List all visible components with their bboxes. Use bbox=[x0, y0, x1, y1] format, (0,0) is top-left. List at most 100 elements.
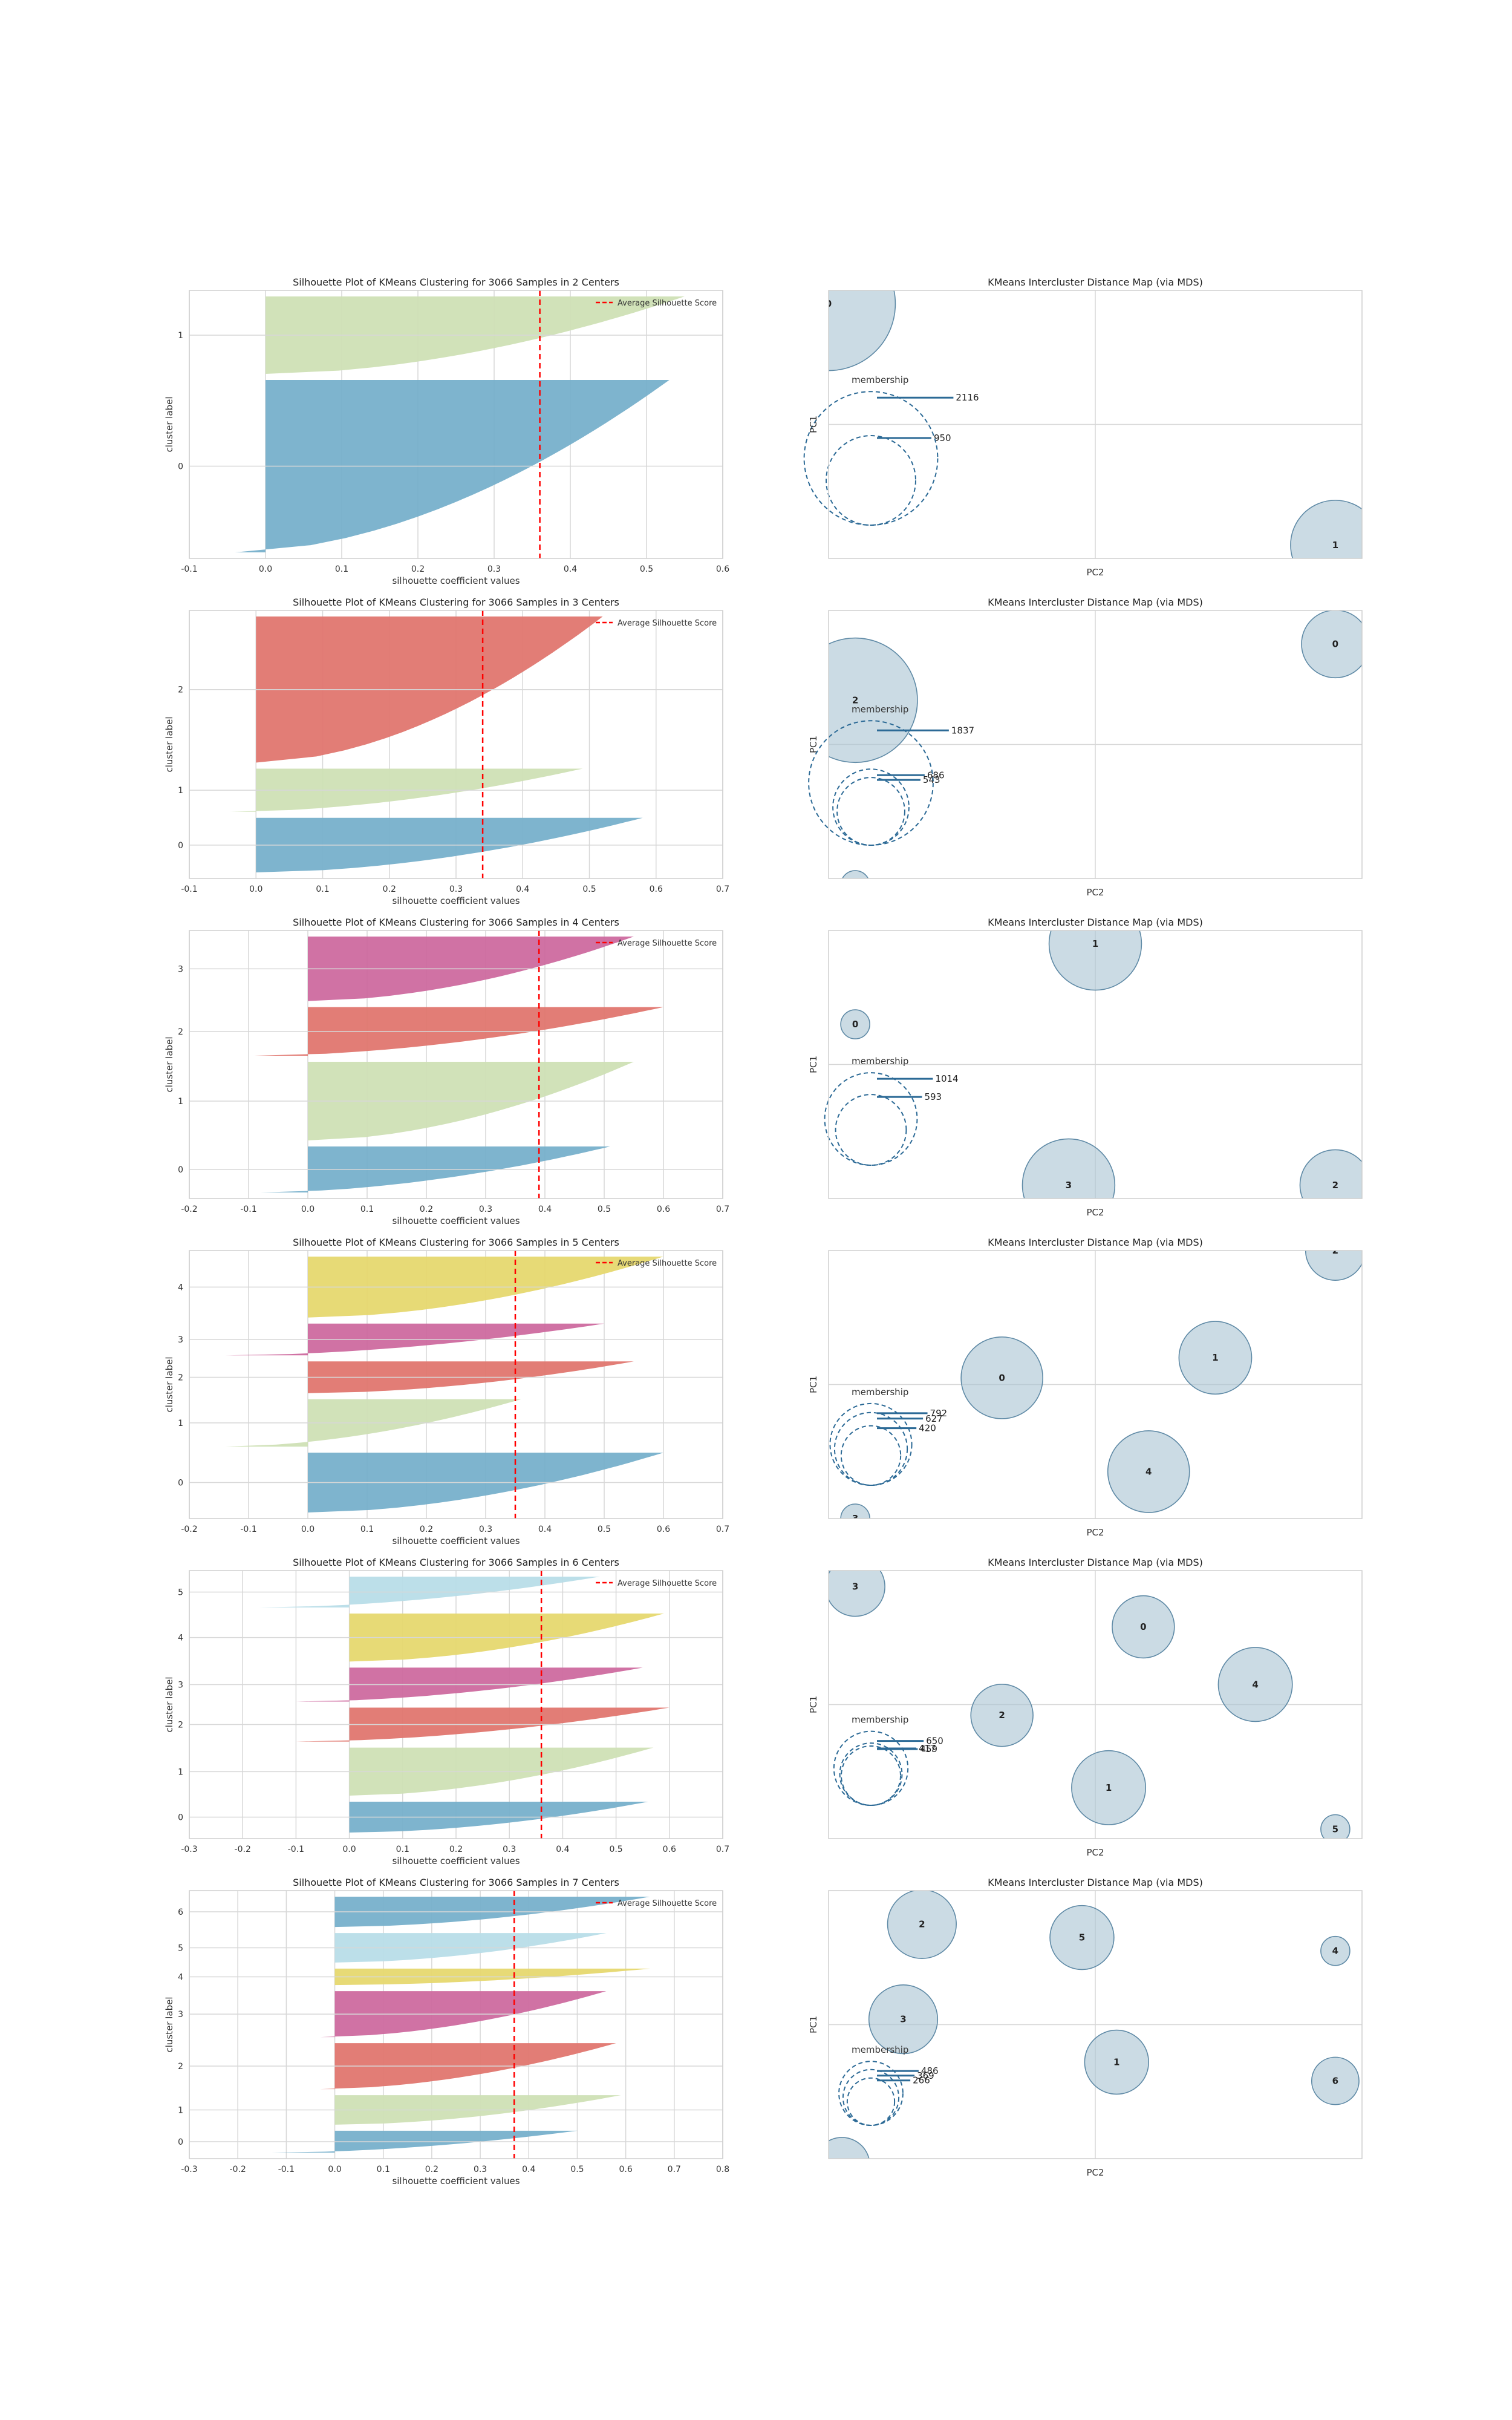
y-axis-label: cluster label bbox=[164, 1676, 175, 1732]
cluster-center-1 bbox=[1071, 1750, 1147, 1825]
cluster-center-label: 2 bbox=[1332, 1245, 1338, 1256]
membership-circle bbox=[824, 1072, 918, 1166]
x-tick-label: 0.2 bbox=[420, 1205, 433, 1214]
x-tick-label: 0.4 bbox=[564, 564, 577, 574]
membership-legend-title: membership bbox=[852, 2044, 908, 2055]
silhouette-chart-4: 0 1 2 3 Average Silhouette Score -0.2 -0.1 0.0 0… bbox=[164, 917, 729, 1226]
cluster-center-label: 5 bbox=[1332, 1823, 1338, 1834]
y-tick-label: 1 bbox=[178, 1419, 183, 1428]
cluster-center-label: 1 bbox=[1113, 2057, 1119, 2068]
plot-frame bbox=[828, 930, 1363, 1199]
cluster-center-label: 1 bbox=[852, 880, 858, 891]
y-axis-label: PC1 bbox=[808, 1696, 819, 1713]
cluster-center-label: 4 bbox=[1332, 1946, 1338, 1957]
chart-title: KMeans Intercluster Distance Map (via MD… bbox=[988, 917, 1203, 928]
y-tick-label: 1 bbox=[178, 1097, 183, 1107]
chart-title: Silhouette Plot of KMeans Clustering for… bbox=[293, 1557, 619, 1568]
cluster-centers: 0 1 2 3 4 5 bbox=[829, 1571, 1351, 1839]
cluster-center-label: 2 bbox=[852, 695, 858, 705]
cluster-center-label: 2 bbox=[919, 1918, 925, 1929]
x-tick-label: -0.2 bbox=[181, 1525, 197, 1534]
y-axis-label: PC1 bbox=[808, 1376, 819, 1393]
x-tick-label: -0.1 bbox=[288, 1845, 304, 1854]
legend-label: Average Silhouette Score bbox=[618, 299, 717, 308]
cluster-center-5 bbox=[1320, 1814, 1351, 1839]
y-tick-label: 2 bbox=[178, 1027, 183, 1037]
membership-size-label: 1837 bbox=[951, 725, 974, 736]
y-tick-label: 1 bbox=[178, 331, 183, 341]
x-tick-label: 0.5 bbox=[582, 885, 596, 894]
cluster-center-5 bbox=[1049, 1905, 1115, 1970]
x-tick-label: 0.3 bbox=[449, 885, 463, 894]
cluster-centers: 0 1 2 3 4 5 6 bbox=[829, 1891, 1360, 2159]
x-tick-label: 0.5 bbox=[598, 1525, 611, 1534]
chart-title: KMeans Intercluster Distance Map (via MD… bbox=[988, 1877, 1203, 1888]
y-tick-label: 3 bbox=[178, 1335, 183, 1345]
membership-legend-title: membership bbox=[852, 374, 908, 385]
x-tick-label: 0.1 bbox=[377, 2165, 390, 2174]
y-tick-label: 3 bbox=[178, 964, 183, 974]
x-tick-label: 0.5 bbox=[570, 2165, 584, 2174]
x-axis-label: PC2 bbox=[1086, 2167, 1104, 2178]
y-tick-label: 2 bbox=[178, 685, 183, 695]
cluster-center-0 bbox=[960, 1336, 1043, 1419]
y-axis-label: PC1 bbox=[808, 736, 819, 753]
y-tick-label: 3 bbox=[178, 1680, 183, 1690]
membership-circle bbox=[840, 1425, 902, 1486]
cluster-center-label: 1 bbox=[1092, 938, 1098, 949]
x-tick-label: -0.1 bbox=[240, 1205, 256, 1214]
x-tick-label: 0.0 bbox=[342, 1845, 356, 1854]
x-tick-label: -0.3 bbox=[181, 1845, 197, 1854]
cluster-center-label: 5 bbox=[1079, 1932, 1085, 1943]
cluster-center-label: 4 bbox=[1145, 1466, 1152, 1477]
intercluster-chart-5: 0 1 2 3 membership 593 1014 KMeans Intercluster… bbox=[808, 917, 1363, 1218]
x-tick-label: 0.7 bbox=[716, 1525, 729, 1534]
x-tick-label: 0.2 bbox=[425, 2165, 438, 2174]
membership-size-label: 627 bbox=[925, 1413, 943, 1424]
x-tick-label: -0.3 bbox=[181, 2165, 197, 2174]
cluster-center-label: 3 bbox=[852, 1513, 858, 1524]
membership-circle bbox=[840, 1745, 902, 1807]
chart-title: KMeans Intercluster Distance Map (via MD… bbox=[988, 597, 1203, 608]
cluster-center-0 bbox=[1112, 1595, 1175, 1659]
cluster-center-1 bbox=[1290, 500, 1362, 558]
membership-legend-title: membership bbox=[852, 704, 908, 715]
x-tick-label: -0.2 bbox=[230, 2165, 246, 2174]
membership-size-label: 420 bbox=[919, 1423, 936, 1434]
x-tick-label: 0.5 bbox=[598, 1205, 611, 1214]
membership-circle bbox=[835, 1094, 907, 1166]
plot-frame bbox=[828, 1250, 1363, 1519]
cluster-center-3 bbox=[829, 1571, 885, 1617]
cluster-center-label: 3 bbox=[900, 2014, 906, 2025]
membership-size-label: 593 bbox=[924, 1091, 942, 1102]
x-tick-label: 0.7 bbox=[716, 1845, 729, 1854]
cluster-centers: 0 1 2 3 4 bbox=[840, 1245, 1362, 1524]
cluster-center-label: 3 bbox=[1066, 1180, 1072, 1191]
x-axis-label: silhouette coefficient values bbox=[392, 1215, 520, 1226]
membership-size-label: 417 bbox=[919, 1743, 936, 1754]
membership-size-label: 686 bbox=[927, 770, 945, 780]
x-tick-label: 0.6 bbox=[657, 1525, 670, 1534]
cluster-center-4 bbox=[1107, 1430, 1190, 1513]
x-tick-label: 0.7 bbox=[668, 2165, 681, 2174]
legend-label: Average Silhouette Score bbox=[618, 939, 717, 948]
y-tick-label: 0 bbox=[178, 462, 183, 471]
x-tick-label: 0.7 bbox=[716, 1205, 729, 1214]
cluster-center-label: 2 bbox=[999, 1710, 1005, 1721]
chart-title: KMeans Intercluster Distance Map (via MD… bbox=[988, 1557, 1203, 1568]
plot-frame bbox=[828, 290, 1363, 559]
membership-size-label: 1014 bbox=[935, 1073, 958, 1084]
x-tick-label: 0.3 bbox=[487, 564, 501, 574]
membership-size-label: 2116 bbox=[956, 392, 979, 403]
x-tick-label: 0.5 bbox=[640, 564, 653, 574]
y-axis-label: PC1 bbox=[808, 416, 819, 433]
membership-size-label: 950 bbox=[934, 433, 951, 443]
x-tick-label: 0.4 bbox=[516, 885, 529, 894]
membership-circle bbox=[826, 435, 916, 526]
x-tick-label: 0.1 bbox=[396, 1845, 409, 1854]
cluster-center-label: 1 bbox=[1106, 1782, 1112, 1793]
plot-frame bbox=[189, 930, 723, 1199]
membership-legend-title: membership bbox=[852, 1056, 908, 1067]
